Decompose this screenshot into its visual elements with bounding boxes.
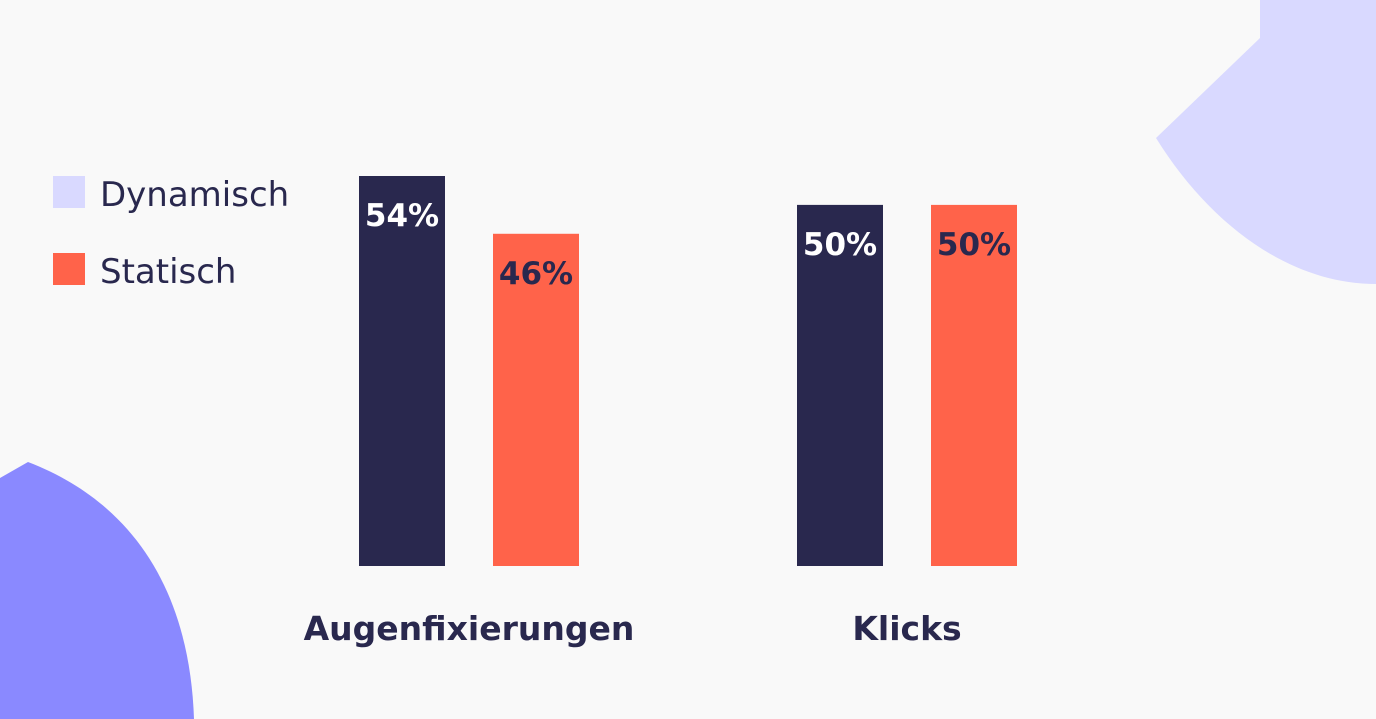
bar-statisch-klicks bbox=[931, 204, 1017, 566]
value-label-statisch-augenfixierungen: 46% bbox=[499, 256, 573, 292]
bar-dynamisch-klicks bbox=[797, 204, 883, 566]
legend-swatch-statisch bbox=[53, 253, 85, 285]
decor-shape-bottom-left bbox=[0, 462, 194, 719]
legend-label-statisch: Statisch bbox=[100, 252, 236, 292]
bar-dynamisch-augenfixierungen bbox=[359, 176, 445, 566]
bar-statisch-augenfixierungen bbox=[493, 233, 579, 566]
value-label-dynamisch-augenfixierungen: 54% bbox=[365, 198, 439, 234]
bars-group bbox=[359, 176, 1017, 566]
decor-shape-top-right bbox=[1156, 0, 1376, 284]
legend: Dynamisch Statisch bbox=[53, 175, 289, 292]
legend-swatch-dynamisch bbox=[53, 176, 85, 208]
category-labels-group: Augenfixierungen Klicks bbox=[304, 609, 962, 648]
legend-label-dynamisch: Dynamisch bbox=[100, 175, 289, 215]
value-labels-group: 54% 46% 50% 50% bbox=[365, 198, 1011, 292]
category-label-augenfixierungen: Augenfixierungen bbox=[304, 609, 635, 648]
category-label-klicks: Klicks bbox=[852, 609, 961, 648]
value-label-statisch-klicks: 50% bbox=[937, 227, 1011, 263]
value-label-dynamisch-klicks: 50% bbox=[803, 227, 877, 263]
